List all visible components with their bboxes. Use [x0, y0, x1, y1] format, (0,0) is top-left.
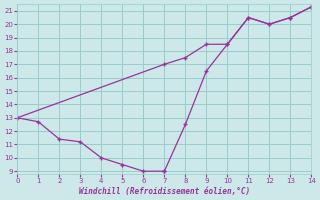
X-axis label: Windchill (Refroidissement éolien,°C): Windchill (Refroidissement éolien,°C): [79, 187, 250, 196]
